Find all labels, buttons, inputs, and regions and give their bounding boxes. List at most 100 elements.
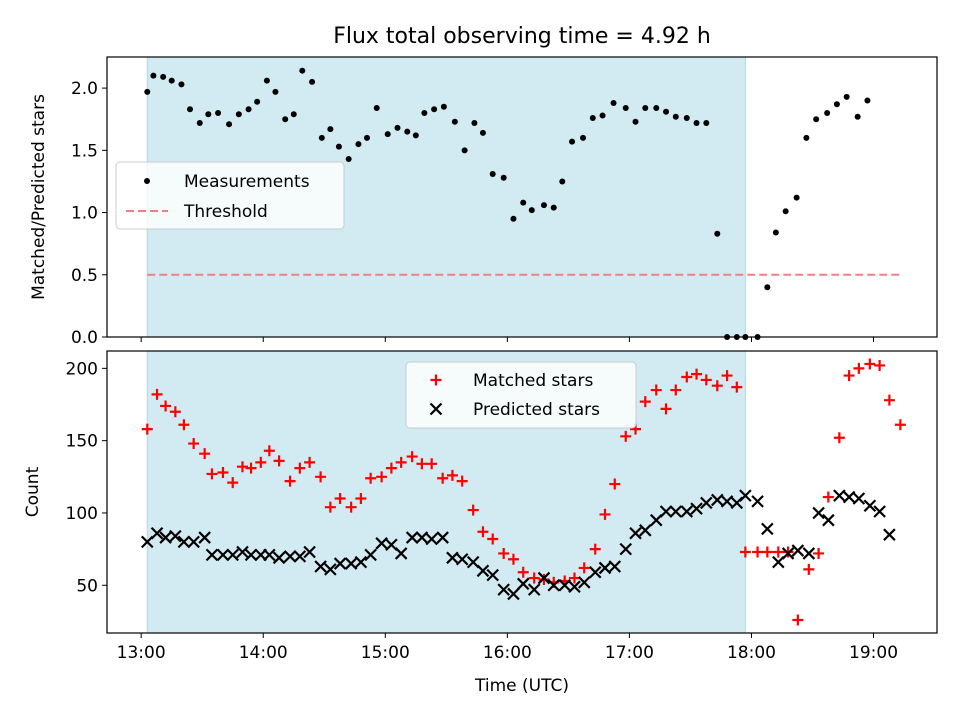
measurement-point bbox=[632, 118, 639, 125]
predicted-star-point bbox=[739, 489, 752, 502]
measurement-point bbox=[282, 116, 289, 123]
predicted-star-point bbox=[272, 551, 286, 565]
predicted-star-point bbox=[527, 583, 541, 596]
matched-star-point bbox=[141, 423, 153, 435]
matched-star-point bbox=[236, 461, 248, 473]
predicted-star-point bbox=[177, 535, 191, 549]
measurement-point bbox=[843, 93, 850, 100]
matched-star-point bbox=[151, 388, 163, 400]
measurement-point bbox=[421, 110, 428, 116]
predicted-star-point bbox=[436, 531, 449, 544]
predicted-star-point bbox=[659, 505, 673, 518]
measurement-point bbox=[394, 124, 401, 131]
count-y-tick-label: 200 bbox=[66, 359, 98, 379]
measurement-point bbox=[254, 98, 261, 105]
predicted-star-point bbox=[608, 560, 622, 573]
matched-star-point bbox=[620, 430, 632, 442]
measurement-point bbox=[663, 108, 670, 115]
measurement-point bbox=[500, 174, 507, 181]
predicted-star-point bbox=[333, 557, 347, 570]
predicted-star-point bbox=[226, 548, 239, 562]
measurement-point bbox=[144, 88, 151, 95]
measurement-point bbox=[412, 132, 419, 139]
measurement-point bbox=[196, 119, 203, 126]
matched-star-point bbox=[334, 493, 346, 505]
measurement-point bbox=[431, 106, 438, 113]
measurement-point bbox=[404, 128, 411, 135]
matched-star-point bbox=[803, 563, 815, 575]
matched-star-point bbox=[315, 471, 327, 483]
predicted-star-point bbox=[293, 550, 307, 563]
predicted-star-point bbox=[169, 529, 182, 543]
measurement-point bbox=[335, 143, 342, 150]
measurement-point bbox=[226, 121, 233, 128]
ratio-y-tick-label: 0.5 bbox=[71, 266, 98, 286]
predicted-star-point bbox=[364, 548, 377, 562]
predicted-star-point bbox=[244, 548, 258, 562]
legend-predicted-glyph bbox=[429, 402, 443, 416]
predicted-star-point bbox=[446, 551, 459, 565]
x-tick-label: 15:00 bbox=[361, 643, 410, 663]
ratio-y-tick-label: 1.0 bbox=[71, 204, 98, 224]
predicted-star-point bbox=[486, 568, 499, 582]
x-axis-label: Time (UTC) bbox=[474, 676, 569, 696]
matched-star-point bbox=[578, 562, 590, 574]
matched-star-point bbox=[721, 370, 733, 382]
measurement-point bbox=[440, 103, 447, 110]
measurement-point bbox=[235, 111, 242, 118]
predicted-star-point bbox=[385, 538, 398, 552]
x-tick-label: 19:00 bbox=[849, 643, 898, 663]
measurement-point bbox=[833, 101, 840, 108]
ratio-y-tick-label: 0.0 bbox=[71, 328, 98, 348]
measurement-point bbox=[309, 78, 316, 85]
matched-star-point bbox=[245, 462, 257, 474]
matched-star-point bbox=[691, 368, 703, 380]
measurement-point bbox=[589, 114, 596, 121]
matched-star-point bbox=[599, 508, 611, 520]
predicted-star-point bbox=[405, 531, 419, 544]
predicted-star-point bbox=[283, 550, 297, 563]
measurement-point bbox=[559, 178, 566, 185]
matched-star-point bbox=[385, 462, 397, 474]
predicted-star-point bbox=[863, 499, 877, 513]
ratio-frame bbox=[106, 56, 938, 338]
matched-star-point bbox=[376, 471, 388, 483]
measurement-point bbox=[782, 208, 789, 215]
matched-star-point bbox=[568, 572, 580, 584]
legend-matched-label: Matched stars bbox=[473, 371, 593, 391]
matched-star-point bbox=[199, 448, 211, 460]
predicted-star-point bbox=[761, 522, 774, 536]
matched-star-point bbox=[498, 547, 510, 559]
count-frame bbox=[106, 350, 938, 634]
matched-star-point bbox=[660, 403, 672, 415]
matched-star-point bbox=[711, 380, 723, 392]
measurement-point bbox=[714, 230, 721, 237]
matched-star-point bbox=[833, 432, 845, 444]
count-legend: Matched stars Predicted stars bbox=[405, 361, 637, 429]
predicted-star-point bbox=[649, 513, 663, 527]
measurement-point bbox=[168, 77, 175, 84]
ratio-legend: Measurements Threshold bbox=[115, 161, 345, 230]
matched-star-point bbox=[681, 371, 693, 383]
measurement-point bbox=[299, 67, 306, 74]
measurement-point bbox=[569, 138, 576, 145]
matched-star-point bbox=[169, 406, 181, 418]
predicted-star-point bbox=[150, 526, 164, 540]
predicted-star-point bbox=[344, 557, 358, 570]
predicted-star-point bbox=[303, 545, 316, 559]
matched-star-point bbox=[507, 553, 519, 565]
measurement-point bbox=[451, 118, 458, 125]
count-y-tick-label: 100 bbox=[66, 504, 98, 524]
measurement-point bbox=[272, 88, 279, 95]
measurement-point bbox=[263, 77, 270, 84]
matched-star-point bbox=[178, 419, 190, 431]
matched-star-point bbox=[477, 526, 489, 538]
matched-star-point bbox=[456, 475, 468, 487]
measurement-point bbox=[471, 119, 478, 126]
predicted-star-point bbox=[669, 505, 683, 518]
predicted-star-point bbox=[619, 542, 633, 556]
measurement-point bbox=[318, 134, 325, 141]
predicted-star-point bbox=[141, 535, 154, 549]
matched-star-point bbox=[752, 546, 764, 558]
